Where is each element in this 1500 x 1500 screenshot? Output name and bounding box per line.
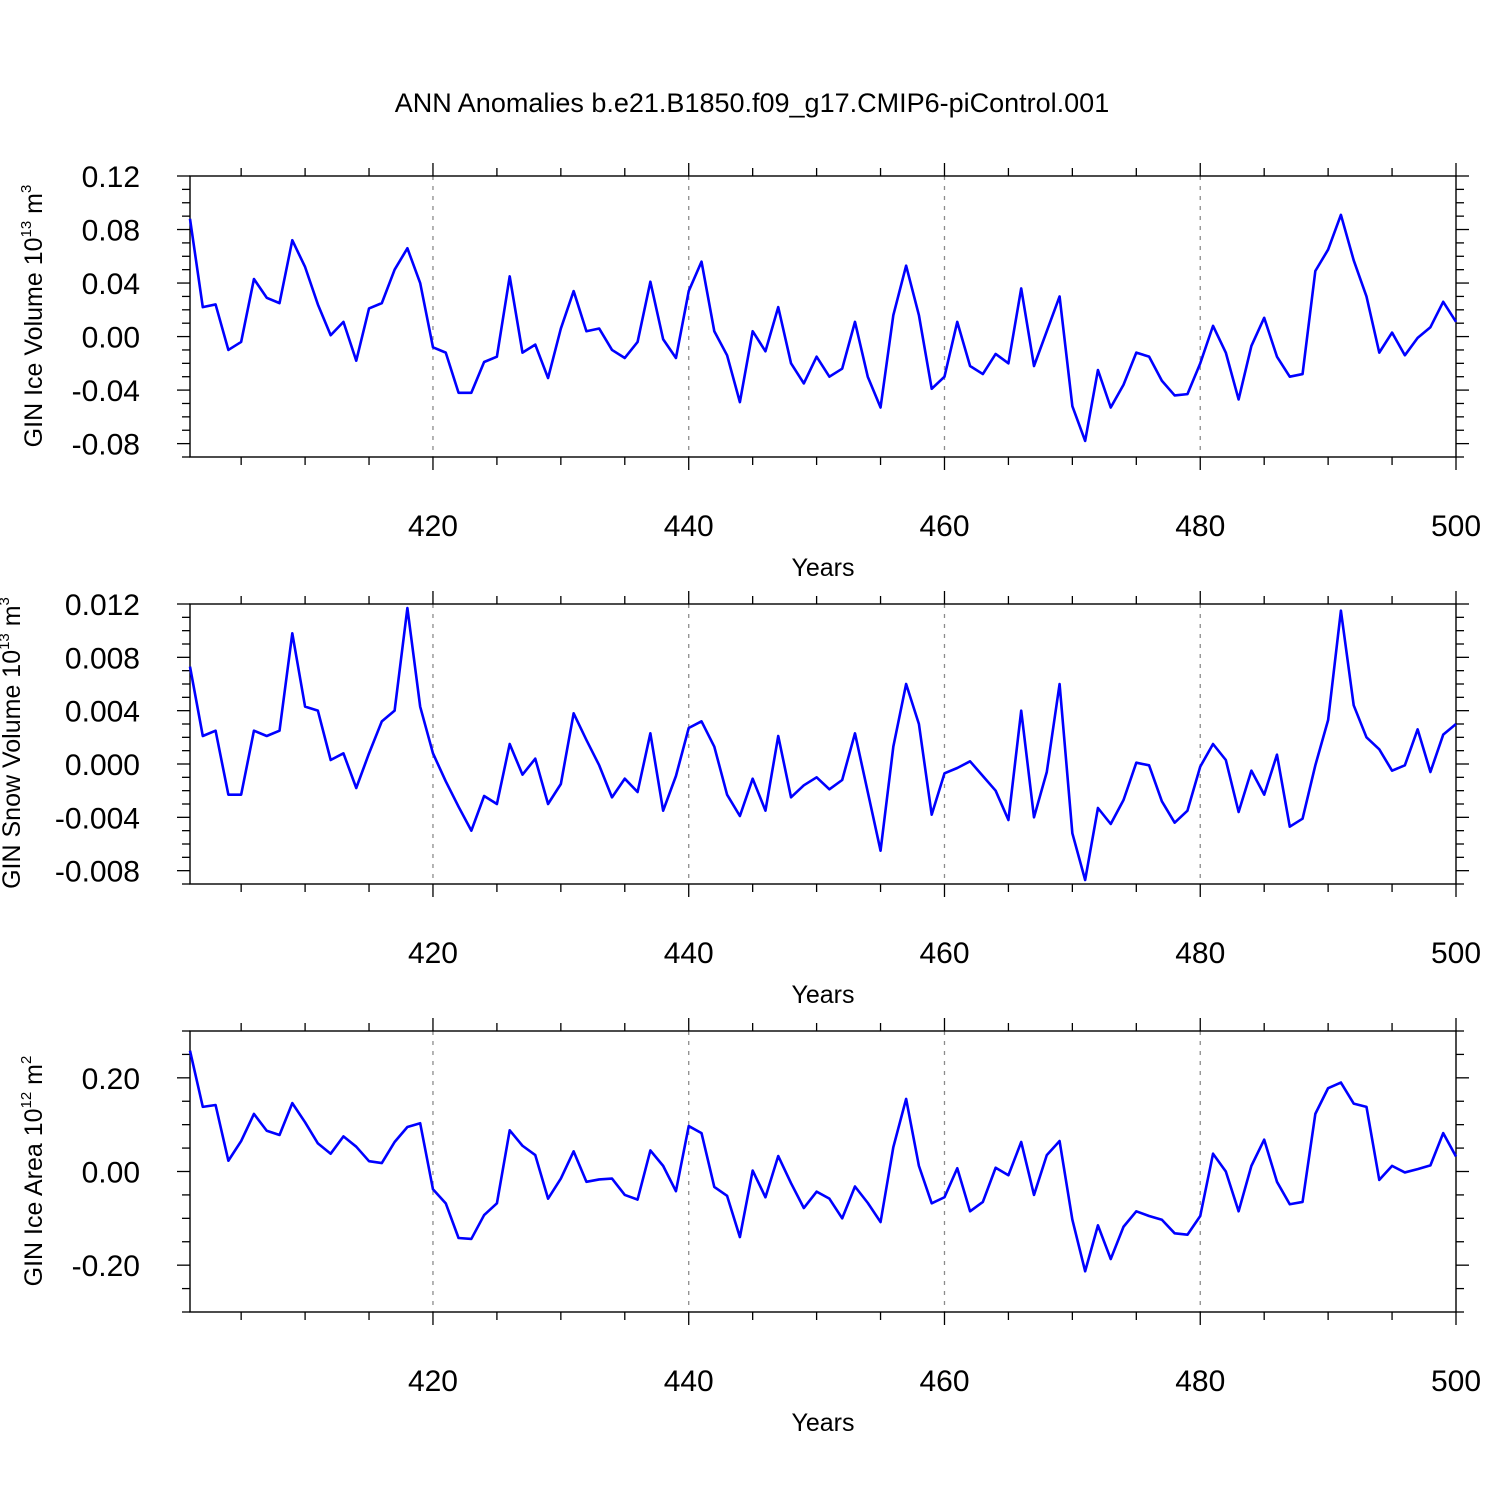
y-tick-label: -0.004 bbox=[55, 802, 140, 835]
panel-ice-volume: Years GIN Ice Volume 1013 m3 420 440 460 48… bbox=[18, 161, 1481, 582]
y-tick-label: 0.00 bbox=[82, 322, 140, 355]
series-line bbox=[188, 606, 1457, 882]
plot-frame bbox=[189, 175, 1457, 458]
x-axis-label: Years bbox=[791, 554, 854, 582]
y-tick-label: 0.004 bbox=[65, 696, 140, 729]
panel-ice-area: Years GIN Ice Area 1012 m2 420 440 460 480 5… bbox=[18, 1018, 1481, 1437]
y-tick-label: 0.012 bbox=[65, 589, 140, 622]
x-tick-label: 480 bbox=[1175, 510, 1225, 543]
x-tick-label: 420 bbox=[408, 1365, 458, 1398]
x-tick-label: 480 bbox=[1175, 1365, 1225, 1398]
x-axis-label: Years bbox=[791, 981, 854, 1009]
x-tick-label: 440 bbox=[664, 1365, 714, 1398]
y-axis-label: GIN Ice Area 1012 m2 bbox=[18, 1056, 48, 1287]
y-tick-label: 0.04 bbox=[82, 268, 140, 301]
y-tick-label: 0.00 bbox=[82, 1157, 140, 1190]
x-tick-label: 440 bbox=[664, 510, 714, 543]
x-tick-label: 440 bbox=[664, 937, 714, 970]
x-tick-label: 460 bbox=[919, 510, 969, 543]
x-tick-label: 500 bbox=[1431, 510, 1481, 543]
y-tick-label: -0.04 bbox=[72, 375, 140, 408]
y-tick-label: 0.008 bbox=[65, 642, 140, 675]
plot-frame bbox=[189, 603, 1457, 885]
x-tick-label: 500 bbox=[1431, 1365, 1481, 1398]
x-axis-label: Years bbox=[791, 1409, 854, 1437]
y-tick-label: 0.20 bbox=[82, 1063, 140, 1096]
y-axis-label: GIN Ice Volume 1013 m3 bbox=[18, 185, 48, 448]
chart-title: ANN Anomalies b.e21.B1850.f09_g17.CMIP6-… bbox=[395, 88, 1109, 118]
y-tick-label: 0.08 bbox=[82, 215, 140, 248]
x-tick-label: 460 bbox=[919, 937, 969, 970]
y-tick-label: -0.08 bbox=[72, 429, 140, 462]
y-tick-label: 0.000 bbox=[65, 749, 140, 782]
x-tick-label: 500 bbox=[1431, 937, 1481, 970]
series-line bbox=[188, 1050, 1458, 1273]
y-tick-label: 0.12 bbox=[82, 161, 140, 194]
y-tick-label: -0.008 bbox=[55, 856, 140, 889]
panel-snow-volume: Years GIN Snow Volume 1013 m3 420 440 460 4… bbox=[0, 589, 1481, 1009]
x-tick-label: 480 bbox=[1175, 937, 1225, 970]
x-tick-label: 460 bbox=[919, 1365, 969, 1398]
plot-frame bbox=[189, 1030, 1457, 1313]
x-tick-label: 420 bbox=[408, 937, 458, 970]
series-line bbox=[188, 213, 1458, 443]
x-tick-label: 420 bbox=[408, 510, 458, 543]
y-axis-label: GIN Snow Volume 1013 m3 bbox=[0, 597, 26, 889]
y-tick-label: -0.20 bbox=[72, 1250, 140, 1283]
